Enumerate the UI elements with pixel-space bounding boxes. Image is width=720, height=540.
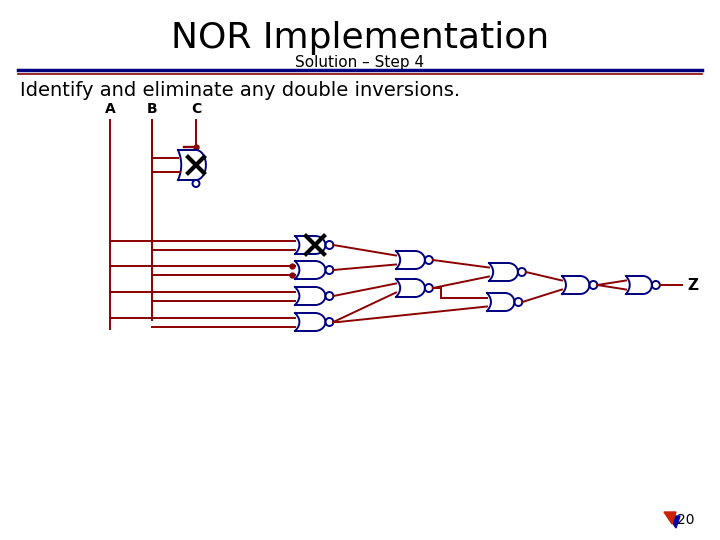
Text: 20: 20 [678,513,695,527]
Text: C: C [191,102,201,116]
Text: Solution – Step 4: Solution – Step 4 [295,55,425,70]
Text: B: B [147,102,157,116]
Polygon shape [664,512,676,524]
Text: Identify and eliminate any double inversions.: Identify and eliminate any double invers… [20,80,460,99]
Polygon shape [668,516,680,528]
Text: Z: Z [688,278,699,293]
Text: A: A [104,102,115,116]
Text: NOR Implementation: NOR Implementation [171,21,549,55]
